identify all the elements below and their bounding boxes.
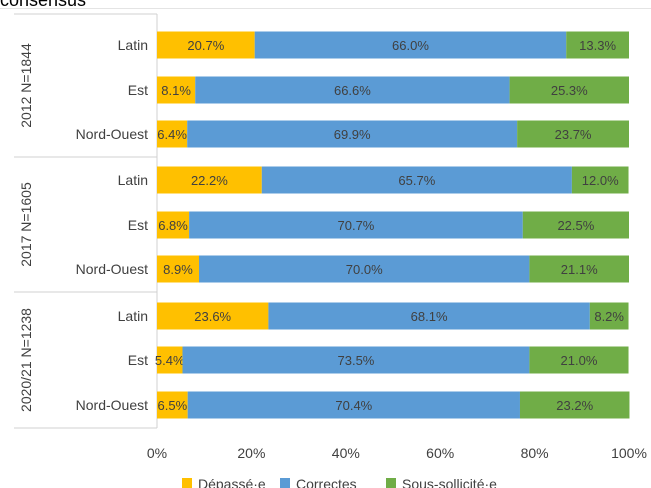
bar-segment <box>157 76 196 104</box>
data-label: 21.1% <box>561 262 598 277</box>
legend-label: Sous-sollicité·e <box>402 476 497 488</box>
bar-segment <box>187 391 520 419</box>
data-label: 66.0% <box>392 38 429 53</box>
category-label: Nord-Ouest <box>76 261 148 277</box>
bar-segment <box>268 302 590 330</box>
bar-segment <box>509 76 629 104</box>
bar-segment <box>261 166 572 194</box>
x-tick-label: 20% <box>237 445 265 461</box>
bar-segment <box>157 346 183 374</box>
bar-segment <box>529 346 629 374</box>
bar-segment <box>519 391 630 419</box>
data-label: 65.7% <box>398 173 435 188</box>
bar-segment <box>182 346 530 374</box>
data-label: 25.3% <box>551 83 588 98</box>
legend-swatch <box>280 478 290 488</box>
legend-swatch <box>182 478 192 488</box>
bars-layer: 20.7% 66.0% 13.3% 8.1% 66.6% 25.3% 6.4% 69.9% 23… <box>155 31 630 419</box>
category-labels: Latin Est Nord-Ouest Latin Est Nord-Ouest Lati… <box>76 37 148 413</box>
data-label: 12.0% <box>582 173 619 188</box>
legend: Dépassé·e Correctes Sous-sollicité·e <box>182 476 497 488</box>
group-label: 2012 N=1844 <box>18 43 34 128</box>
data-label: 73.5% <box>338 353 375 368</box>
data-label: 23.2% <box>556 398 593 413</box>
data-label: 23.6% <box>194 309 231 324</box>
data-label: 8.1% <box>161 83 191 98</box>
data-label: 70.7% <box>338 218 375 233</box>
x-tick-label: 80% <box>521 445 549 461</box>
data-label: 66.6% <box>334 83 371 98</box>
bar-segment <box>157 302 269 330</box>
data-label: 6.5% <box>158 398 188 413</box>
data-label: 8.2% <box>594 309 624 324</box>
bar-segment <box>529 255 629 283</box>
data-label: 5.4% <box>155 353 185 368</box>
category-label: Est <box>128 82 148 98</box>
category-label: Est <box>128 352 148 368</box>
bar-segment <box>157 31 255 59</box>
bar-segment <box>199 255 530 283</box>
bar-segment <box>254 31 567 59</box>
data-label: 23.7% <box>555 127 592 142</box>
x-tick-label: 100% <box>611 445 647 461</box>
category-label: Latin <box>118 172 148 188</box>
legend-swatch <box>386 478 396 488</box>
data-label: 22.2% <box>191 173 228 188</box>
group-labels: 2012 N=1844 2017 N=1605 2020/21 N=1238 <box>18 43 34 412</box>
group-label: 2020/21 N=1238 <box>18 308 34 412</box>
x-tick-labels: 0% 20% 40% 60% 80% 100% <box>147 445 647 461</box>
category-label: Latin <box>118 308 148 324</box>
data-label: 6.4% <box>157 127 187 142</box>
data-label: 8.9% <box>163 262 193 277</box>
group-label: 2017 N=1605 <box>18 182 34 267</box>
data-label: 68.1% <box>411 309 448 324</box>
bar-segment <box>571 166 629 194</box>
data-label: 70.4% <box>335 398 372 413</box>
bar-segment <box>566 31 629 59</box>
bar-segment <box>157 255 200 283</box>
category-label: Nord-Ouest <box>76 397 148 413</box>
data-label: 70.0% <box>346 262 383 277</box>
bar-segment <box>195 76 510 104</box>
legend-label: Correctes <box>296 476 357 488</box>
data-label: 6.8% <box>158 218 188 233</box>
partial-title: consensus <box>0 0 87 10</box>
category-label: Latin <box>118 37 148 53</box>
bar-segment <box>187 120 518 148</box>
legend-label: Dépassé·e <box>198 476 266 488</box>
data-label: 22.5% <box>557 218 594 233</box>
data-label: 69.9% <box>334 127 371 142</box>
data-label: 21.0% <box>561 353 598 368</box>
bar-segment <box>157 120 188 148</box>
title-rule <box>0 8 651 9</box>
data-label: 20.7% <box>187 38 224 53</box>
category-label: Est <box>128 217 148 233</box>
bar-segment <box>157 166 262 194</box>
x-tick-label: 40% <box>332 445 360 461</box>
bar-segment <box>517 120 629 148</box>
data-label: 13.3% <box>579 38 616 53</box>
bar-segment <box>157 211 190 239</box>
x-tick-label: 60% <box>426 445 454 461</box>
bar-segment <box>157 391 188 419</box>
x-tick-label: 0% <box>147 445 167 461</box>
bar-segment <box>522 211 629 239</box>
bar-segment <box>189 211 523 239</box>
category-label: Nord-Ouest <box>76 126 148 142</box>
bar-segment <box>589 302 629 330</box>
